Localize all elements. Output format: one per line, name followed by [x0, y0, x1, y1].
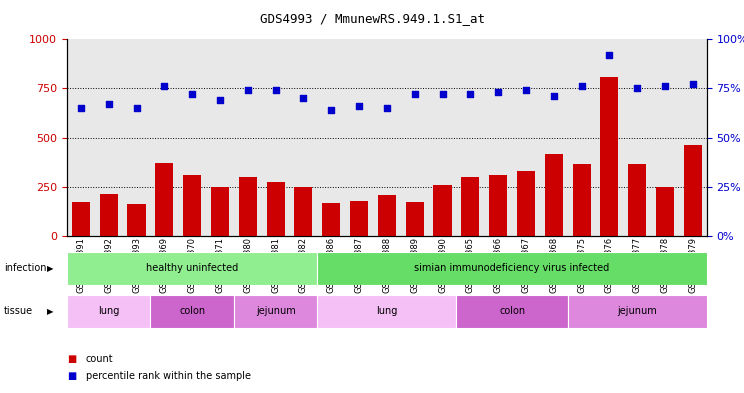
Point	[493, 89, 504, 95]
Point	[408, 91, 420, 97]
Point	[242, 87, 254, 94]
Point	[632, 85, 644, 92]
Point	[353, 103, 365, 109]
Bar	[350, 201, 368, 236]
Point	[464, 91, 476, 97]
Point	[576, 83, 588, 90]
Text: lung: lung	[376, 307, 397, 316]
Point	[269, 87, 281, 94]
Bar	[573, 164, 591, 236]
Point	[548, 93, 559, 99]
Bar	[656, 187, 674, 236]
Text: ▶: ▶	[47, 264, 54, 272]
Point	[186, 91, 198, 97]
Bar	[322, 204, 340, 236]
Point	[75, 105, 87, 111]
Bar	[405, 202, 424, 236]
Bar	[628, 164, 647, 236]
Point	[325, 107, 337, 113]
Bar	[434, 185, 452, 236]
Bar	[600, 77, 618, 236]
Point	[298, 95, 310, 101]
Point	[130, 105, 142, 111]
Bar	[489, 175, 507, 236]
Text: lung: lung	[98, 307, 119, 316]
Text: GDS4993 / MmunewRS.949.1.S1_at: GDS4993 / MmunewRS.949.1.S1_at	[260, 12, 484, 25]
Bar	[155, 163, 173, 236]
Bar	[456, 295, 568, 328]
Bar	[67, 295, 150, 328]
Text: ■: ■	[67, 354, 76, 364]
Point	[214, 97, 226, 103]
Bar	[684, 145, 702, 236]
Bar	[461, 177, 479, 236]
Bar	[568, 295, 707, 328]
Bar	[517, 171, 535, 236]
Text: tissue: tissue	[4, 306, 33, 316]
Text: ▶: ▶	[47, 307, 54, 316]
Point	[381, 105, 393, 111]
Bar	[266, 182, 285, 236]
Point	[158, 83, 170, 90]
Bar	[234, 295, 318, 328]
Point	[659, 83, 671, 90]
Text: healthy uninfected: healthy uninfected	[146, 263, 238, 273]
Text: colon: colon	[179, 307, 205, 316]
Text: percentile rank within the sample: percentile rank within the sample	[86, 371, 251, 381]
Bar	[100, 193, 118, 236]
Bar	[67, 252, 318, 285]
Point	[437, 91, 449, 97]
Text: ■: ■	[67, 371, 76, 381]
Point	[603, 52, 615, 58]
Bar	[318, 252, 707, 285]
Bar	[183, 175, 201, 236]
Text: simian immunodeficiency virus infected: simian immunodeficiency virus infected	[414, 263, 609, 273]
Point	[687, 81, 699, 88]
Text: colon: colon	[499, 307, 525, 316]
Bar	[545, 154, 562, 236]
Point	[103, 101, 115, 107]
Bar	[295, 187, 312, 236]
Bar	[127, 204, 146, 236]
Text: jejunum: jejunum	[256, 307, 295, 316]
Bar	[211, 187, 229, 236]
Text: jejunum: jejunum	[618, 307, 657, 316]
Point	[520, 87, 532, 94]
Bar	[318, 295, 456, 328]
Bar	[239, 177, 257, 236]
Bar	[150, 295, 234, 328]
Bar	[378, 195, 396, 236]
Text: infection: infection	[4, 263, 46, 273]
Bar	[72, 202, 90, 236]
Text: count: count	[86, 354, 113, 364]
